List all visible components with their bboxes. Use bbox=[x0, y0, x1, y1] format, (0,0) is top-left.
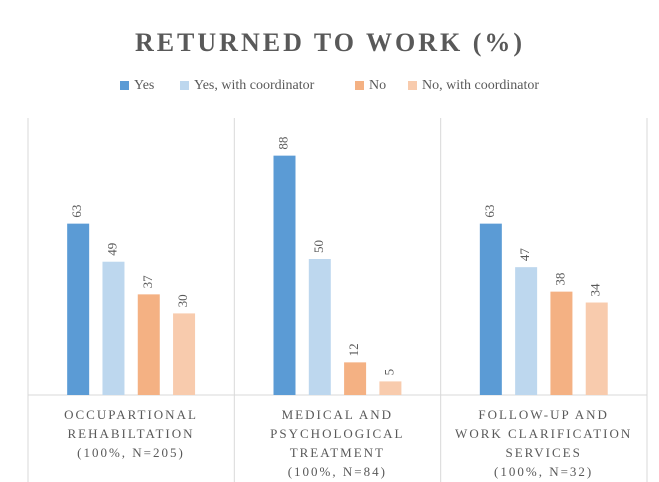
legend-swatch bbox=[180, 81, 189, 90]
bar bbox=[344, 362, 367, 395]
bar bbox=[273, 155, 296, 395]
data-label: 63 bbox=[69, 205, 84, 218]
data-label: 12 bbox=[346, 343, 361, 356]
legend-swatch bbox=[408, 81, 417, 90]
data-label: 30 bbox=[175, 294, 190, 307]
data-label: 63 bbox=[482, 205, 497, 218]
bar bbox=[585, 302, 608, 395]
bar bbox=[515, 267, 538, 395]
bar bbox=[67, 223, 90, 395]
chart-title: RETURNED TO WORK (%) bbox=[135, 28, 525, 57]
legend-swatch bbox=[355, 81, 364, 90]
data-label: 88 bbox=[275, 137, 290, 150]
x-tick-label: FOLLOW-UP AND WORK CLARIFICATION SERVICE… bbox=[455, 407, 633, 479]
bar bbox=[173, 313, 196, 395]
data-label: 50 bbox=[311, 240, 326, 253]
bar bbox=[379, 381, 402, 395]
data-label: 38 bbox=[552, 273, 567, 286]
data-label: 34 bbox=[588, 283, 603, 297]
bar bbox=[137, 294, 160, 395]
data-label: 49 bbox=[104, 243, 119, 256]
data-label: 5 bbox=[381, 369, 396, 376]
bar bbox=[550, 291, 573, 395]
bar bbox=[308, 259, 331, 395]
legend-label: Yes bbox=[134, 78, 154, 93]
legend-label: No bbox=[369, 78, 386, 93]
bar bbox=[479, 223, 502, 395]
data-label: 37 bbox=[140, 275, 155, 289]
legend-swatch bbox=[120, 81, 129, 90]
data-label: 47 bbox=[517, 248, 532, 262]
x-tick-label: OCCUPARTIONAL REHABILTATION (100%, N=205… bbox=[64, 407, 198, 460]
legend-label: Yes, with coordinator bbox=[194, 78, 315, 93]
x-tick-label: MEDICAL AND PSYCHOLOGICAL TREATMENT (100… bbox=[270, 407, 405, 479]
bar bbox=[102, 261, 125, 395]
legend-label: No, with coordinator bbox=[422, 78, 539, 93]
